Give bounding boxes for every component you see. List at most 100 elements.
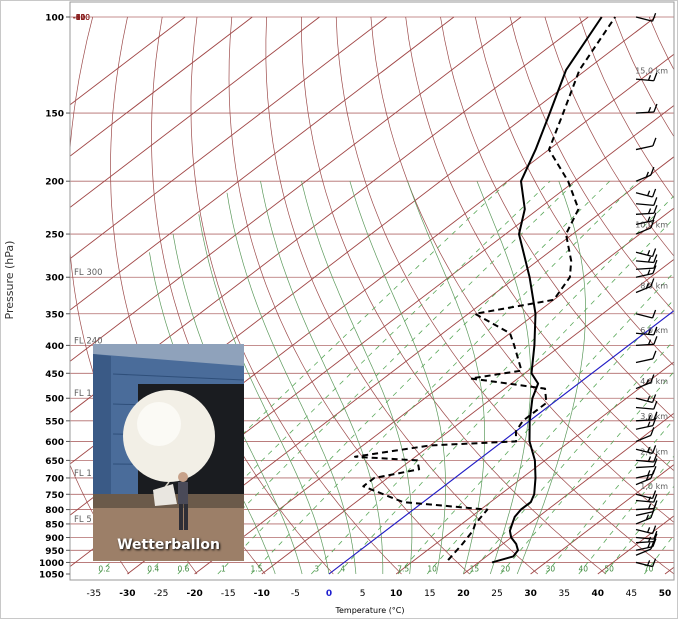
wind-barb: [635, 326, 658, 336]
mixing-ratio-label: 40: [579, 565, 589, 574]
pressure-tick-label: 1000: [39, 559, 64, 569]
wind-barb: [635, 540, 655, 556]
wind-barb: [635, 509, 655, 525]
temperature-tick-label: -20: [186, 589, 202, 599]
temperature-tick-label: -25: [154, 589, 169, 599]
temperature-tick-label: 5: [360, 589, 366, 599]
isotherm-label: -90: [73, 13, 85, 22]
wind-barb: [635, 417, 657, 430]
wind-barb: [635, 188, 657, 198]
isotherm-label: -120: [73, 13, 90, 22]
dry-adiabat-line: [190, 16, 402, 575]
pressure-tick-label: 550: [45, 417, 64, 427]
pressure-tick-label: 150: [45, 110, 64, 120]
wind-barb: [635, 458, 658, 469]
temperature-tick-label: 35: [558, 589, 569, 599]
mixing-ratio-label: 20: [501, 565, 511, 574]
wind-barb: [635, 530, 658, 540]
wind-barb: [635, 278, 655, 294]
wind-barb: [635, 309, 657, 319]
wind-barb: [635, 350, 657, 364]
wind-barb: [635, 558, 657, 568]
y-axis-label: Pressure (hPa): [3, 241, 16, 320]
height-label: 1,0 km: [640, 482, 668, 491]
isotherm-line: [463, 412, 674, 575]
wind-barb: [635, 374, 655, 390]
photo-caption: Wetterballon: [117, 537, 220, 553]
temperature-tick-label: 40: [592, 589, 605, 599]
isotherm-label: -40: [73, 13, 85, 22]
temperature-tick-label: 30: [524, 589, 537, 599]
moist-adiabat-line: [301, 181, 413, 575]
pressure-tick-label: 850: [45, 520, 64, 530]
height-label: 8,0 km: [640, 281, 668, 290]
pressure-tick-label: 100: [45, 14, 64, 24]
wind-barb: [635, 538, 657, 551]
mixing-ratio-line: [644, 534, 674, 575]
wind-barb: [635, 394, 657, 404]
pressure-tick-label: 500: [45, 395, 64, 405]
wind-barb: [635, 411, 658, 422]
isotherm-line: [70, 16, 387, 260]
dry-adiabat-line: [370, 16, 674, 523]
isotherm-line: [530, 463, 674, 575]
moist-adiabat-line: [476, 181, 532, 575]
wind-barb: [635, 219, 655, 235]
mixing-ratio-line: [578, 455, 674, 575]
pressure-tick-label: 600: [45, 438, 64, 448]
mixing-ratio-line: [426, 298, 674, 575]
isotherm-line: [395, 361, 674, 575]
moist-adiabat-line: [226, 192, 357, 575]
axes: 1001502002503003504004505005506006507007…: [3, 1, 675, 615]
temperature-tick-label: 25: [491, 589, 502, 599]
pressure-tick-label: 250: [45, 231, 64, 241]
mixing-ratio-line: [98, 180, 509, 575]
mixing-ratio-line: [311, 195, 674, 575]
mixing-ratio-label: 4: [341, 565, 346, 574]
temperature-tick-label: -15: [221, 589, 236, 599]
moist-adiabat-line: [516, 181, 586, 575]
dry-adiabat-line: [265, 16, 539, 575]
dry-adiabat-line: [440, 16, 674, 420]
mixing-ratio-label: 3: [314, 565, 319, 574]
isotherm-line: [70, 16, 455, 311]
temperature-tick-label: -5: [291, 589, 300, 599]
height-label: 3,0 km: [640, 412, 668, 421]
wind-barb: [635, 254, 658, 264]
mixing-ratio-line: [545, 418, 674, 575]
temperature-tick-label: 20: [457, 589, 470, 599]
mixing-ratio-line: [469, 339, 674, 575]
mixing-ratio-line: [177, 180, 577, 575]
dry-adiabat-line: [544, 16, 674, 257]
temperature-tick-label: 50: [659, 589, 672, 599]
height-label: 2,0 km: [640, 448, 668, 457]
mixing-ratio-line: [217, 180, 610, 575]
isotherm-line: [328, 310, 674, 575]
wind-barb: [635, 453, 658, 463]
moist-adiabat-line: [407, 181, 485, 575]
mixing-ratio-label: 0.6: [178, 565, 190, 574]
wind-barb: [635, 427, 655, 443]
wind-barb: [635, 533, 658, 544]
zero-isotherm-line: [328, 309, 674, 575]
wind-barb: [635, 166, 655, 182]
pressure-tick-label: 1050: [39, 571, 64, 581]
wind-barb: [635, 525, 657, 535]
pressure-tick-label: 650: [45, 457, 64, 467]
mixing-ratio-label: 30: [546, 565, 556, 574]
mixing-ratio-label: 50: [604, 565, 614, 574]
isotherm-line: [70, 16, 589, 414]
pressure-tick-label: 700: [45, 474, 64, 484]
wind-barb: [635, 493, 658, 503]
isotherm-line: [70, 16, 253, 157]
isotherm-line: [70, 16, 320, 209]
mixing-ratio-line: [604, 485, 674, 575]
height-label: 15,0 km: [635, 66, 668, 75]
wind-barb: [635, 470, 655, 486]
temperature-tick-label: 45: [626, 589, 637, 599]
pressure-tick-label: 800: [45, 506, 64, 516]
isotherm-label: -100: [73, 13, 90, 22]
temperature-profile-line: [491, 16, 603, 564]
wind-barb: [635, 259, 658, 270]
temperature-tick-label: 10: [390, 589, 403, 599]
